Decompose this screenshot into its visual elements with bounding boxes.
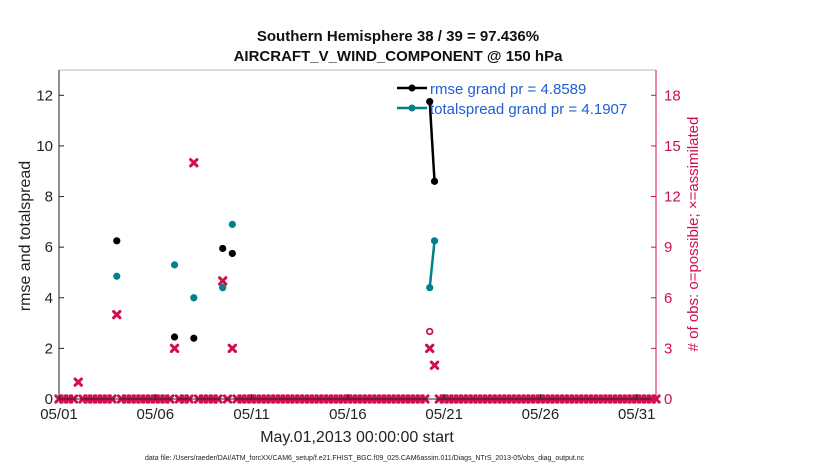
x-tick-label-0: 05/01 [40,406,78,423]
right-y-tick-label-5: 15 [664,138,681,155]
obs-assimilated-mark-78 [429,360,440,370]
right-y-axis-label: # of obs: o=possible; ×=assimilated [685,117,702,352]
rmse-point-6 [430,177,439,185]
right-y-tick-label-3: 9 [664,239,672,256]
totalspread-point-6 [430,237,439,245]
obs-assimilated-mark-24 [169,343,180,354]
totalspread-point-4 [228,220,236,228]
rmse-point-1 [170,333,179,341]
totalspread-point-3 [219,284,227,292]
legend-label-rmse: rmse grand pr = 4.8589 [430,81,586,98]
left-y-tick-label-1: 2 [45,340,53,357]
legend: rmse grand pr = 4.8589 totalspread grand… [397,81,627,118]
left-y-tick-label-6: 12 [36,87,53,104]
right-y-tick-label-1: 3 [664,340,672,357]
chart-title-line1: Southern Hemisphere 38 / 39 = 97.436% [257,28,539,45]
legend-marker-totalspread [408,104,416,112]
x-axis-label: May.01,2013 00:00:00 start [260,429,454,446]
chart-title-line2: AIRCRAFT_V_WIND_COMPONENT @ 150 hPa [234,48,564,65]
right-y-tick-label-6: 18 [664,87,681,104]
obs-assimilated-mark-34 [217,276,228,286]
x-tick-label-6: 05/31 [618,406,656,423]
left-y-tick-label-4: 8 [45,189,53,206]
plot-area [59,70,656,399]
left-y-tick-label-2: 4 [45,290,53,307]
rmse-point-3 [219,244,227,253]
legend-marker-rmse [408,84,416,92]
obs-assimilated-mark-36 [227,343,238,354]
obs-assimilated-mark-77 [425,343,435,354]
rmse-point-4 [228,249,236,258]
rmse-line-0 [428,101,436,182]
x-tick-label-2: 05/11 [233,406,269,423]
x-tick-label-3: 05/16 [329,406,367,423]
left-y-axis-label: rmse and totalspread [17,161,34,311]
totalspread-line-0 [428,240,436,288]
x-tick-label-1: 05/06 [137,406,175,423]
rmse-point-5 [426,98,434,106]
rmse-point-0 [113,237,121,245]
left-y-tick-label-3: 6 [45,239,53,256]
obs-assimilated-mark-4 [73,377,83,387]
totalspread-point-0 [113,272,121,280]
obs-assimilated-mark-28 [189,158,199,168]
totalspread-point-1 [170,261,179,269]
right-y-tick-label-2: 6 [664,290,672,307]
legend-label-totalspread: totalspread grand pr = 4.1907 [430,101,627,118]
totalspread-point-5 [426,284,434,292]
obs-assimilated-mark-12 [112,309,122,320]
right-y-tick-label-0: 0 [664,391,672,408]
obs-possible-mark-0 [426,327,434,336]
x-tick-label-4: 05/21 [425,406,463,423]
data-file-footer: data file: /Users/raeder/DAI/ATM_forcXX/… [145,455,585,462]
right-y-tick-label-4: 12 [664,189,681,206]
x-tick-label-5: 05/26 [522,406,560,423]
totalspread-point-2 [190,294,198,302]
left-y-tick-label-5: 10 [36,138,53,155]
left-y-tick-label-0: 0 [45,391,53,408]
axes: 05/01 05/06 05/11 05/16 05/21 05/26 05/31 0 2 4 6 8… [36,69,681,423]
rmse-point-2 [190,334,198,342]
